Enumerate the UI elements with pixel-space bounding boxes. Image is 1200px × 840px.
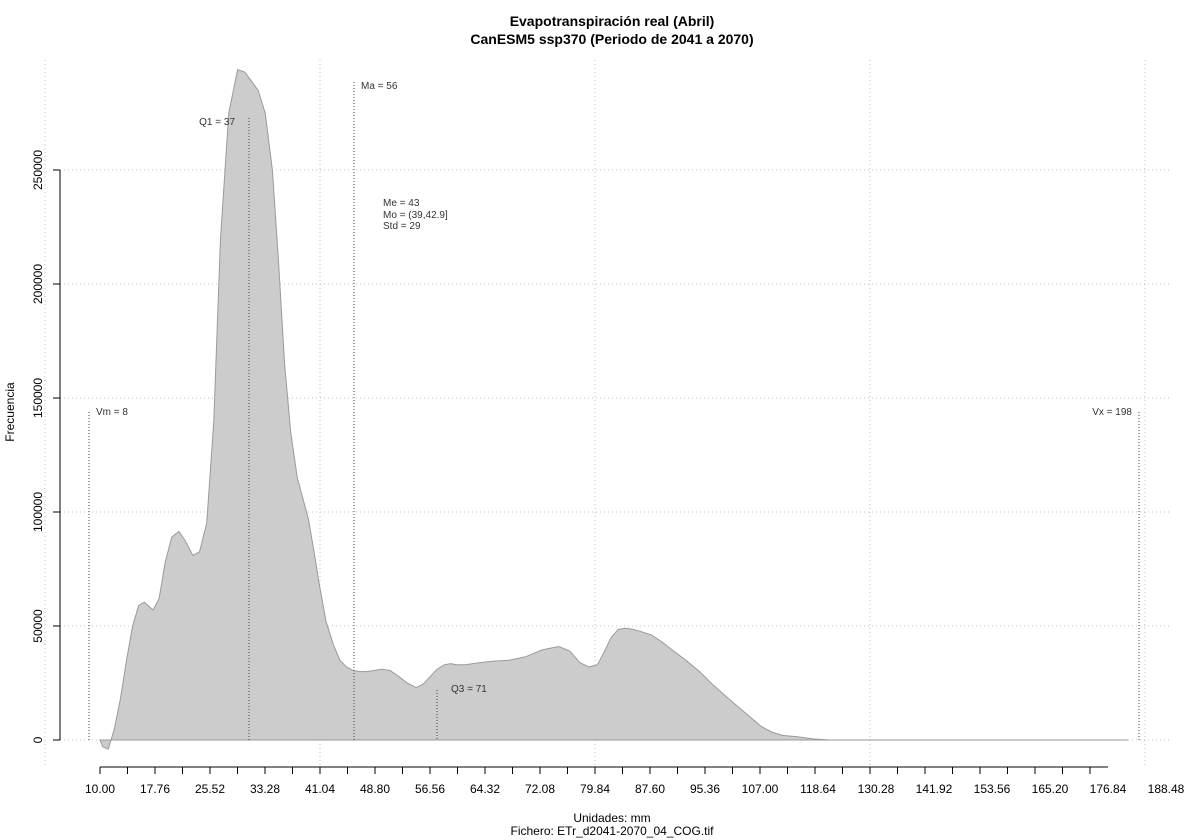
q3-marker-label: Q3 = 71 [451,684,487,695]
x-tick-label: 95.36 [690,782,720,796]
x-tick-label: 48.80 [360,782,390,796]
axes: 0 50000 100000 150000 200000 250000 10.00 17.76… [31,150,1185,796]
x-tick-label: 79.84 [580,782,610,796]
median-annotation: Me = 43 [383,198,420,209]
file-caption: Fichero: ETr_d2041-2070_04_COG.tif [511,824,715,838]
y-tick-label: 200000 [31,264,45,304]
y-tick-label: 150000 [31,378,45,418]
x-tick-label: 56.56 [415,782,445,796]
x-tick-label: 188.48 [1148,782,1185,796]
density-series [99,69,1128,750]
chart-title: Evapotranspiración real (Abril) [510,13,715,29]
vx-marker-label: Vx = 198 [1092,407,1132,418]
x-tick-label: 165.20 [1032,782,1069,796]
y-tick-label: 250000 [31,150,45,190]
y-tick-label: 0 [31,736,45,743]
x-tick-label: 141.92 [916,782,953,796]
x-tick-label: 118.64 [800,782,836,796]
y-tick-label: 50000 [31,609,45,643]
vm-marker-label: Vm = 8 [96,407,128,418]
stat-markers: Vm = 8 Vx = 198 Ma = 56 Q1 = 37 Q3 = 71 [88,81,1140,740]
x-tick-label: 107.00 [742,782,779,796]
density-area [99,69,1128,750]
x-tick-label: 17.76 [140,782,170,796]
x-tick-label: 87.60 [635,782,665,796]
x-tick-label: 41.04 [305,782,335,796]
y-tick-label: 100000 [31,492,45,532]
x-tick-label: 130.28 [858,782,895,796]
x-tick-label: 10.00 [85,782,115,796]
std-annotation: Std = 29 [383,221,421,232]
y-axis-label: Frecuencia [3,382,17,442]
x-tick-label: 153.56 [974,782,1011,796]
x-tick-label: 64.32 [470,782,500,796]
q1-marker-label: Q1 = 37 [199,117,235,128]
x-tick-label: 33.28 [250,782,280,796]
x-tick-label: 176.84 [1090,782,1127,796]
x-tick-label: 72.08 [525,782,555,796]
chart-subtitle: CanESM5 ssp370 (Periodo de 2041 a 2070) [470,31,753,47]
x-tick-label: 25.52 [195,782,225,796]
mode-annotation: Mo = (39,42.9] [383,210,448,221]
ma-marker-label: Ma = 56 [361,81,398,92]
x-axis-label: Unidades: mm [573,811,650,825]
